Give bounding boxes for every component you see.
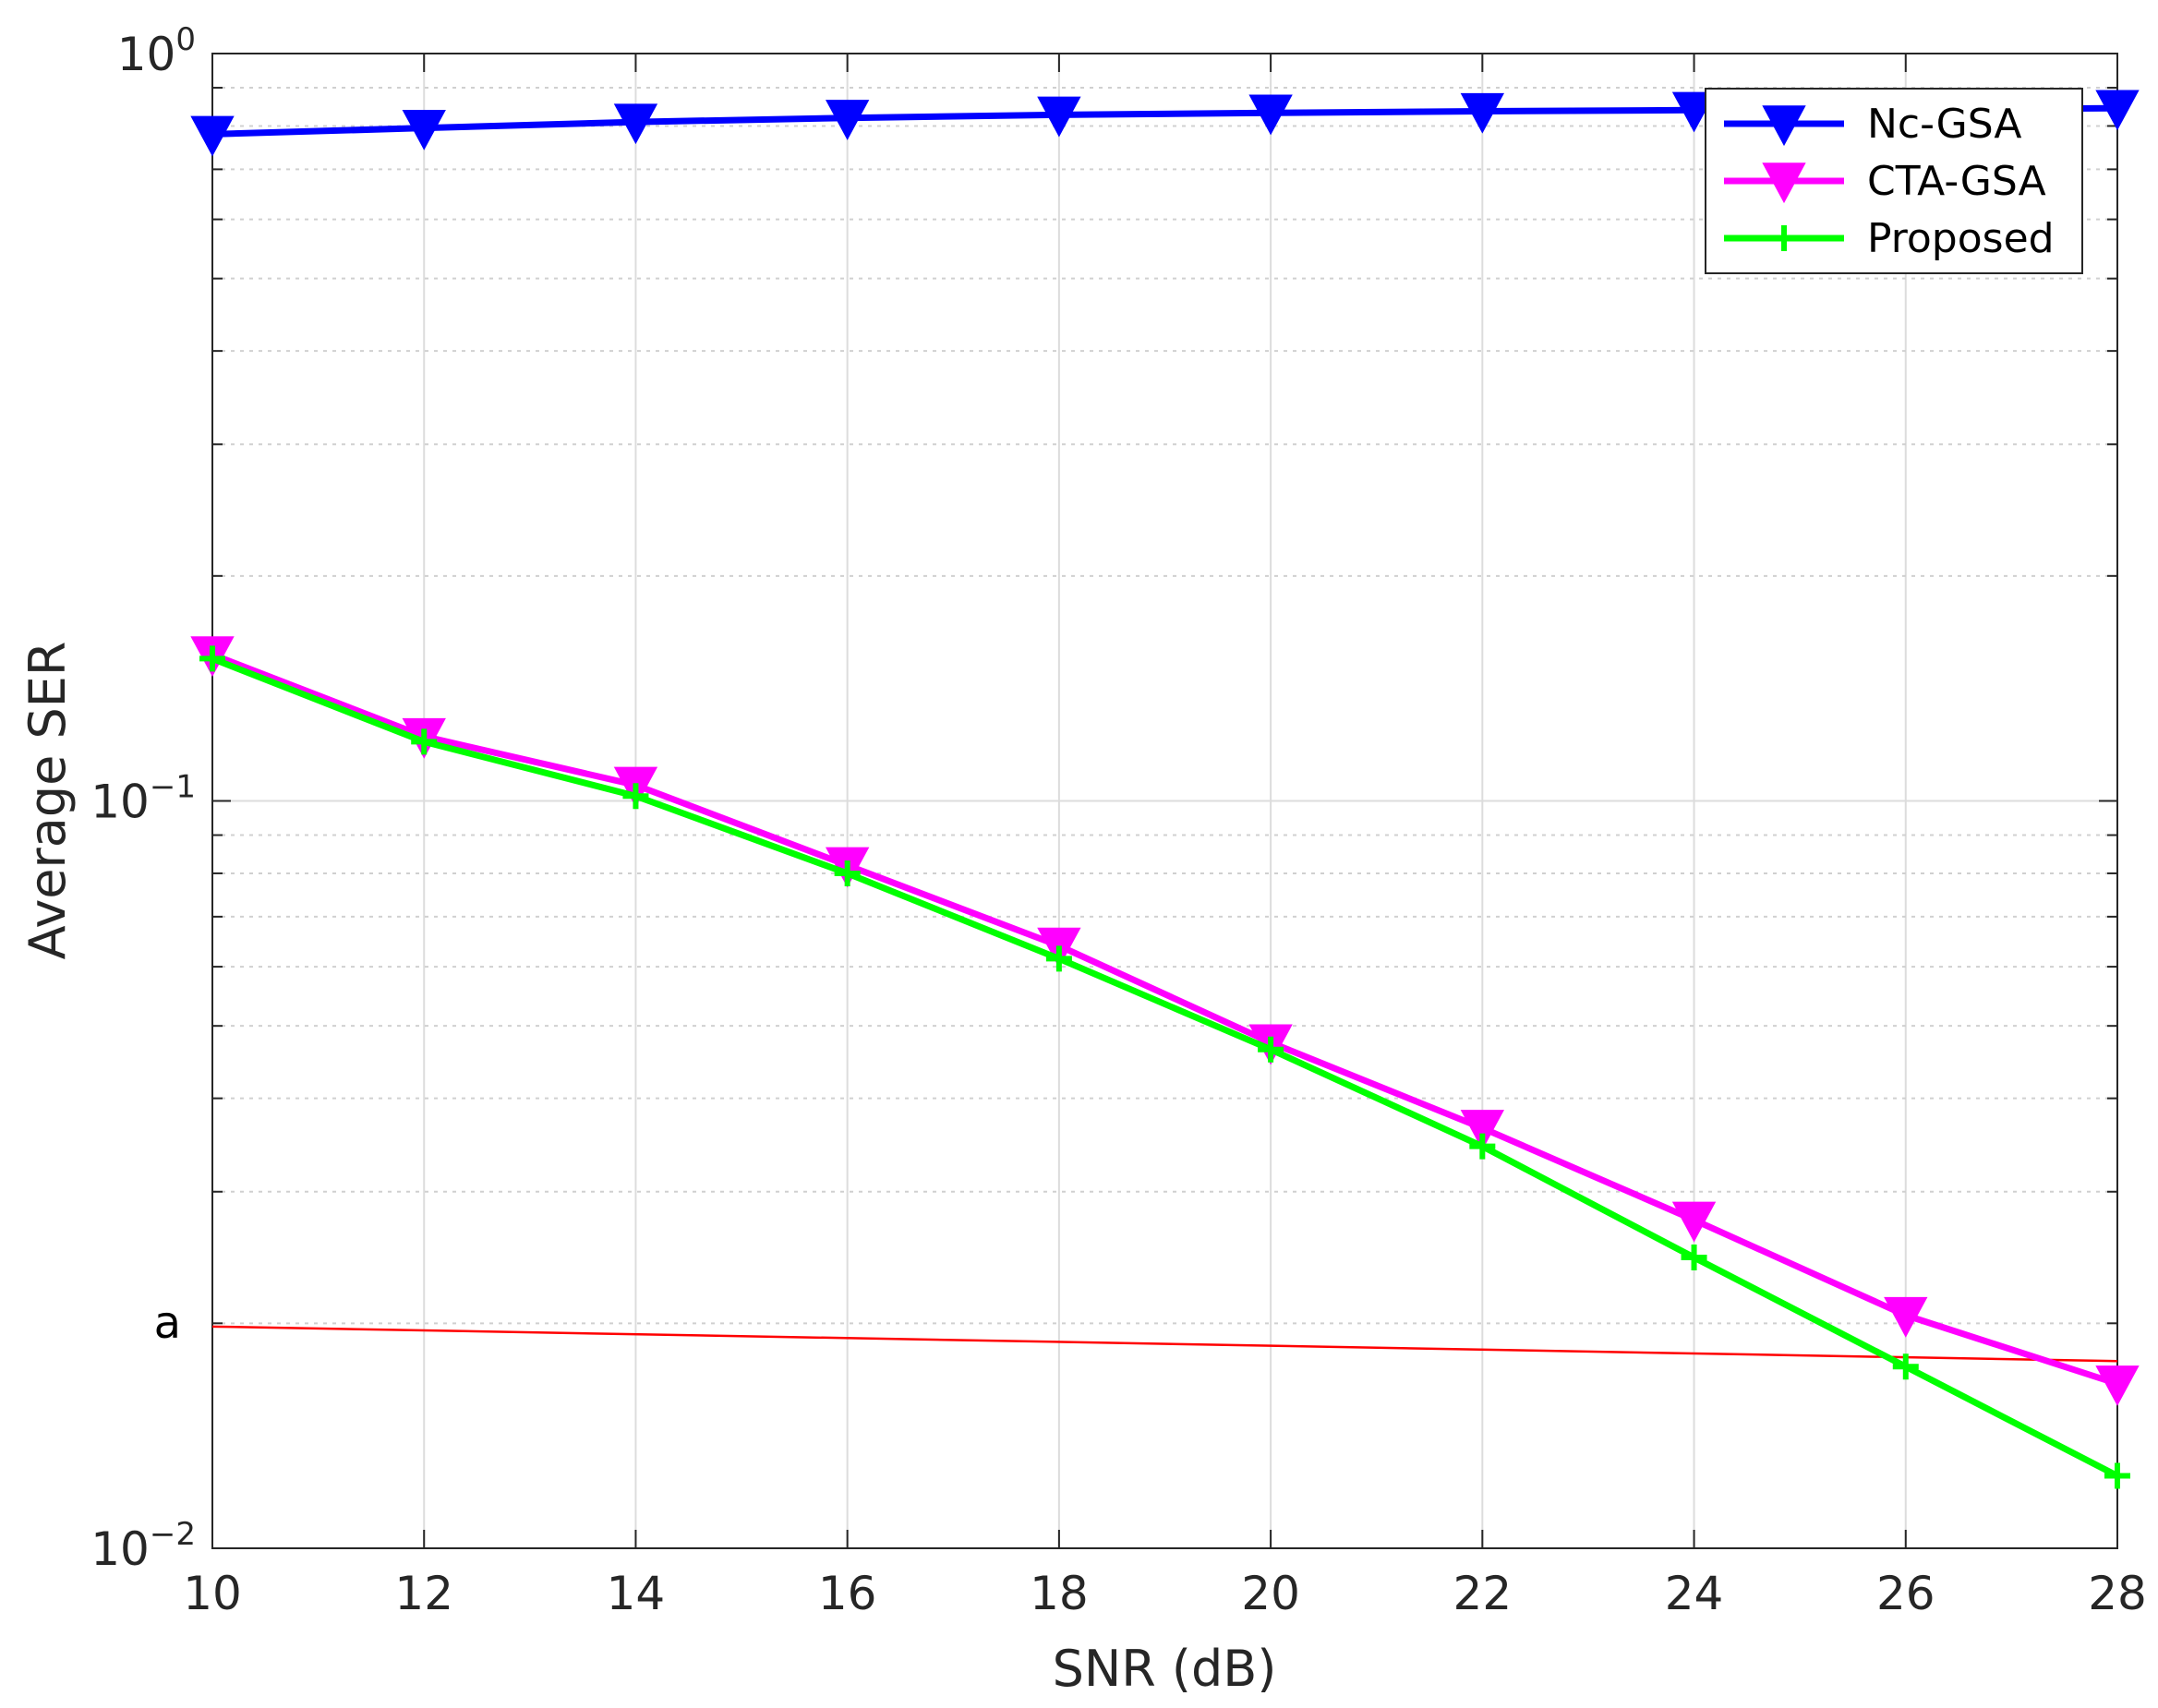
data-point (2104, 1462, 2130, 1489)
data-point (1671, 1201, 1717, 1243)
data-point (1045, 945, 1072, 972)
data-point (1460, 92, 1505, 134)
series-proposed (199, 645, 2130, 1489)
data-point (613, 103, 658, 145)
y-tick-label: 10−1 (90, 769, 196, 829)
reference-line: a (154, 1297, 2118, 1363)
legend-label: CTA-GSA (1867, 158, 2046, 205)
reference-line-a (211, 1325, 2118, 1363)
data-point (1762, 162, 1806, 204)
data-point (2095, 1365, 2140, 1406)
x-tick-label: 24 (1665, 1567, 1724, 1620)
legend-label: Nc-GSA (1867, 101, 2022, 148)
y-tick-exponent: −2 (150, 1516, 196, 1553)
data-point (834, 860, 861, 886)
data-point (1762, 105, 1806, 147)
data-point (402, 109, 446, 150)
legend-label: Proposed (1867, 215, 2055, 262)
y-tick-base: 10 (90, 1522, 150, 1576)
y-tick-label: 100 (117, 21, 196, 81)
series-line (211, 651, 2119, 1388)
data-point (1884, 1296, 1928, 1338)
x-tick-label: 22 (1453, 1567, 1513, 1620)
data-point (1460, 1110, 1505, 1150)
x-tick-label: 26 (1876, 1567, 1935, 1620)
x-tick-labels: 10 12 14 16 18 20 22 24 26 28 (183, 1567, 2147, 1620)
data-point (2095, 90, 2140, 131)
x-tick-label: 10 (183, 1567, 242, 1620)
data-point (1248, 94, 1293, 136)
data-point (1681, 1244, 1707, 1270)
x-tick-label: 28 (2088, 1567, 2147, 1620)
data-point (1037, 96, 1081, 138)
plot-frame (211, 53, 2118, 1549)
data-point (622, 783, 649, 810)
data-point (1892, 1353, 1919, 1380)
y-tick-label: 10−2 (90, 1516, 196, 1576)
data-point (1469, 1133, 1496, 1160)
x-tick-label: 16 (818, 1567, 877, 1620)
data-point (825, 100, 870, 140)
data-point (1258, 1036, 1284, 1063)
legend: Nc-GSA CTA-GSA Proposed (1705, 88, 2083, 274)
data-point (411, 728, 438, 755)
data-point (199, 645, 225, 672)
data-point (190, 115, 235, 157)
data-point (1771, 225, 1797, 251)
x-tick-label: 18 (1030, 1567, 1089, 1620)
y-tick-base: 10 (90, 776, 150, 829)
x-tick-label: 14 (607, 1567, 666, 1620)
series-line (211, 656, 2119, 1479)
x-tick-label: 12 (394, 1567, 453, 1620)
reference-label-a: a (154, 1297, 181, 1349)
y-tick-exponent: −1 (150, 769, 196, 806)
data-point (1671, 91, 1717, 133)
x-tick-label: 20 (1241, 1567, 1300, 1620)
y-tick-base: 10 (117, 28, 176, 81)
x-axis-label: SNR (dB) (1053, 1640, 1277, 1698)
y-axis-label: Average SER (18, 642, 77, 960)
y-tick-exponent: 0 (175, 21, 196, 58)
